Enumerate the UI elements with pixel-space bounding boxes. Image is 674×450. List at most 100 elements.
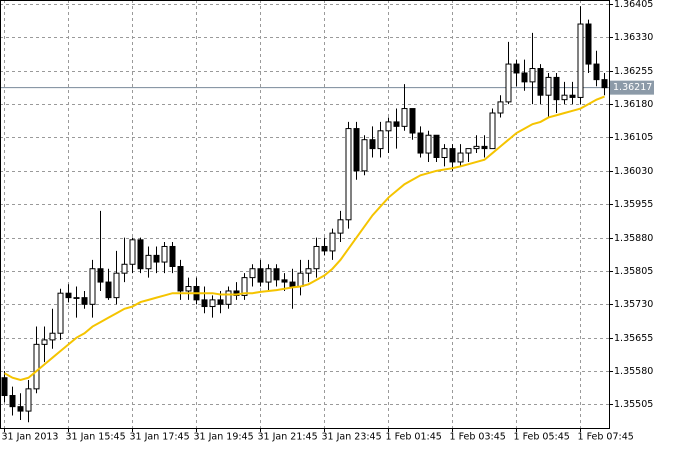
candle-body [321, 245, 328, 252]
candle-body [369, 139, 376, 150]
x-tick-label: 31 Jan 19:45 [194, 432, 254, 443]
candle-body [65, 292, 72, 299]
candle-body [305, 268, 312, 274]
candle-body [297, 272, 304, 288]
candle-body [177, 265, 184, 292]
y-tick-label: 1.36030 [614, 166, 653, 177]
candle-body [489, 112, 496, 150]
y-tick-label: 1.36330 [614, 32, 653, 43]
candle-body [169, 245, 176, 267]
candle-body [73, 297, 80, 299]
candle-body [569, 94, 576, 98]
candle-body [273, 268, 280, 281]
candle-body [289, 281, 296, 288]
candle-body [585, 23, 592, 65]
y-tick-label: 1.35805 [614, 266, 653, 277]
candle-body [449, 148, 456, 163]
candle-body [225, 290, 232, 305]
candle-body [529, 68, 536, 83]
candle-body [201, 299, 208, 308]
current-price-box [610, 80, 654, 95]
y-tick-label: 1.35730 [614, 299, 653, 310]
plot-frame [0, 0, 610, 429]
candle-body [17, 406, 24, 412]
x-tick-label: 1 Feb 07:45 [578, 432, 634, 443]
candle-body [545, 76, 552, 96]
candle-body [505, 63, 512, 103]
x-tick-label: 31 Jan 21:45 [258, 432, 318, 443]
candle-body [337, 219, 344, 234]
y-tick-label: 1.36405 [614, 0, 653, 10]
candle-body [377, 130, 384, 150]
candle-body [593, 63, 600, 81]
candle-body [241, 277, 248, 296]
y-tick-label: 1.35505 [614, 399, 653, 410]
candle-body [497, 101, 504, 114]
candle-body [161, 245, 168, 263]
candle-body [1, 377, 8, 397]
x-tick-label: 31 Jan 17:45 [130, 432, 190, 443]
candle-body [385, 121, 392, 132]
y-tick-label: 1.35655 [614, 333, 653, 344]
candle-body [281, 279, 288, 283]
x-tick-label: 1 Feb 03:45 [450, 432, 506, 443]
x-tick-label: 31 Jan 23:45 [322, 432, 382, 443]
candle-body [537, 68, 544, 96]
candle-body [465, 148, 472, 154]
candle-body [209, 299, 216, 308]
candle-body [353, 128, 360, 172]
y-tick-label: 1.35955 [614, 199, 653, 210]
candle-body [249, 268, 256, 279]
candle-body [345, 128, 352, 221]
candle-body [145, 254, 152, 270]
candle-body [481, 145, 488, 150]
candle-body [425, 134, 432, 154]
candle-body [513, 63, 520, 74]
candle-body [25, 388, 32, 412]
current-price-label: 1.36217 [613, 82, 652, 93]
candle-body [265, 268, 272, 283]
candle-body [457, 152, 464, 163]
x-tick-label: 31 Jan 2013 [2, 432, 59, 443]
y-tick-label: 1.36105 [614, 132, 653, 143]
candle-body [553, 76, 560, 101]
moving-average [4, 95, 605, 381]
y-tick-label: 1.36180 [614, 99, 653, 110]
candle-body [361, 139, 368, 172]
candle-body [217, 299, 224, 305]
marks [1, 6, 608, 423]
candle-body [417, 132, 424, 154]
candle-body [137, 239, 144, 270]
candle-body [257, 268, 264, 283]
candle-body [113, 272, 120, 299]
y-tick-label: 1.35580 [614, 366, 653, 377]
candle-body [89, 268, 96, 305]
candle-body [129, 239, 136, 265]
x-tick-label: 1 Feb 01:45 [386, 432, 442, 443]
candle-body [185, 286, 192, 292]
candle-body [81, 297, 88, 305]
candle-body [601, 79, 608, 89]
candle-body [41, 339, 48, 345]
candle-body [393, 121, 400, 127]
candle-body [97, 268, 104, 283]
candle-body [577, 23, 584, 98]
candle-body [105, 281, 112, 299]
x-tick-label: 31 Jan 15:45 [66, 432, 126, 443]
candle-body [521, 72, 528, 83]
candle-body [561, 94, 568, 101]
candle-body [153, 254, 160, 263]
y-tick-label: 1.36255 [614, 66, 653, 77]
candle-body [49, 332, 56, 341]
candle-body [441, 148, 448, 158]
candle-body [121, 263, 128, 274]
candle-body [57, 292, 64, 334]
candle-body [409, 108, 416, 134]
x-tick-label: 1 Feb 05:45 [514, 432, 570, 443]
candle-body [313, 245, 320, 270]
candle-body [329, 232, 336, 252]
candle-body [33, 343, 40, 390]
y-tick-label: 1.35880 [614, 233, 653, 244]
